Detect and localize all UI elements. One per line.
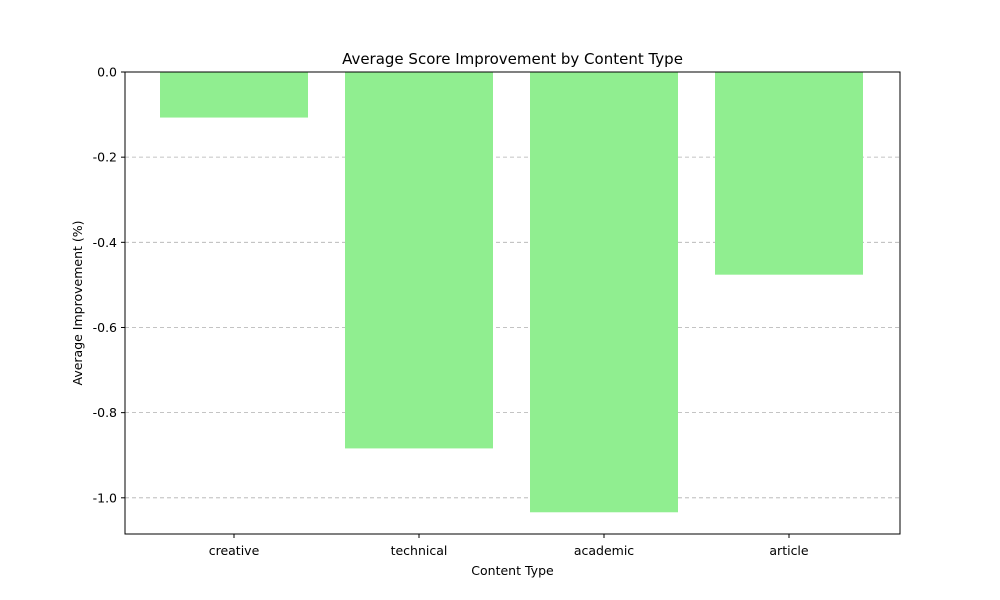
x-axis-label: Content Type [471,563,554,578]
y-tick-label: -1.0 [93,490,117,505]
chart-title: Average Score Improvement by Content Typ… [342,50,683,68]
bars [160,72,863,513]
y-axis-ticks: 0.0 -0.2 -0.4 -0.6 -0.8 -1.0 [93,65,125,505]
y-tick-label: -0.4 [93,235,117,250]
y-tick-label: -0.2 [93,150,117,165]
x-tick-label-technical: technical [391,543,448,558]
bar-technical [345,72,493,449]
x-tick-label-creative: creative [209,543,260,558]
bar-academic [530,72,678,513]
x-tick-label-article: article [769,543,809,558]
y-tick-label: 0.0 [97,65,117,80]
y-tick-label: -0.8 [93,405,117,420]
y-tick-label: -0.6 [93,320,117,335]
x-tick-label-academic: academic [574,543,634,558]
bar-creative [160,72,308,118]
plot-frame [124,71,901,535]
x-axis-ticks: creative technical academic article [209,534,809,558]
bar-article [715,72,863,275]
y-axis-label: Average Improvement (%) [70,221,85,386]
